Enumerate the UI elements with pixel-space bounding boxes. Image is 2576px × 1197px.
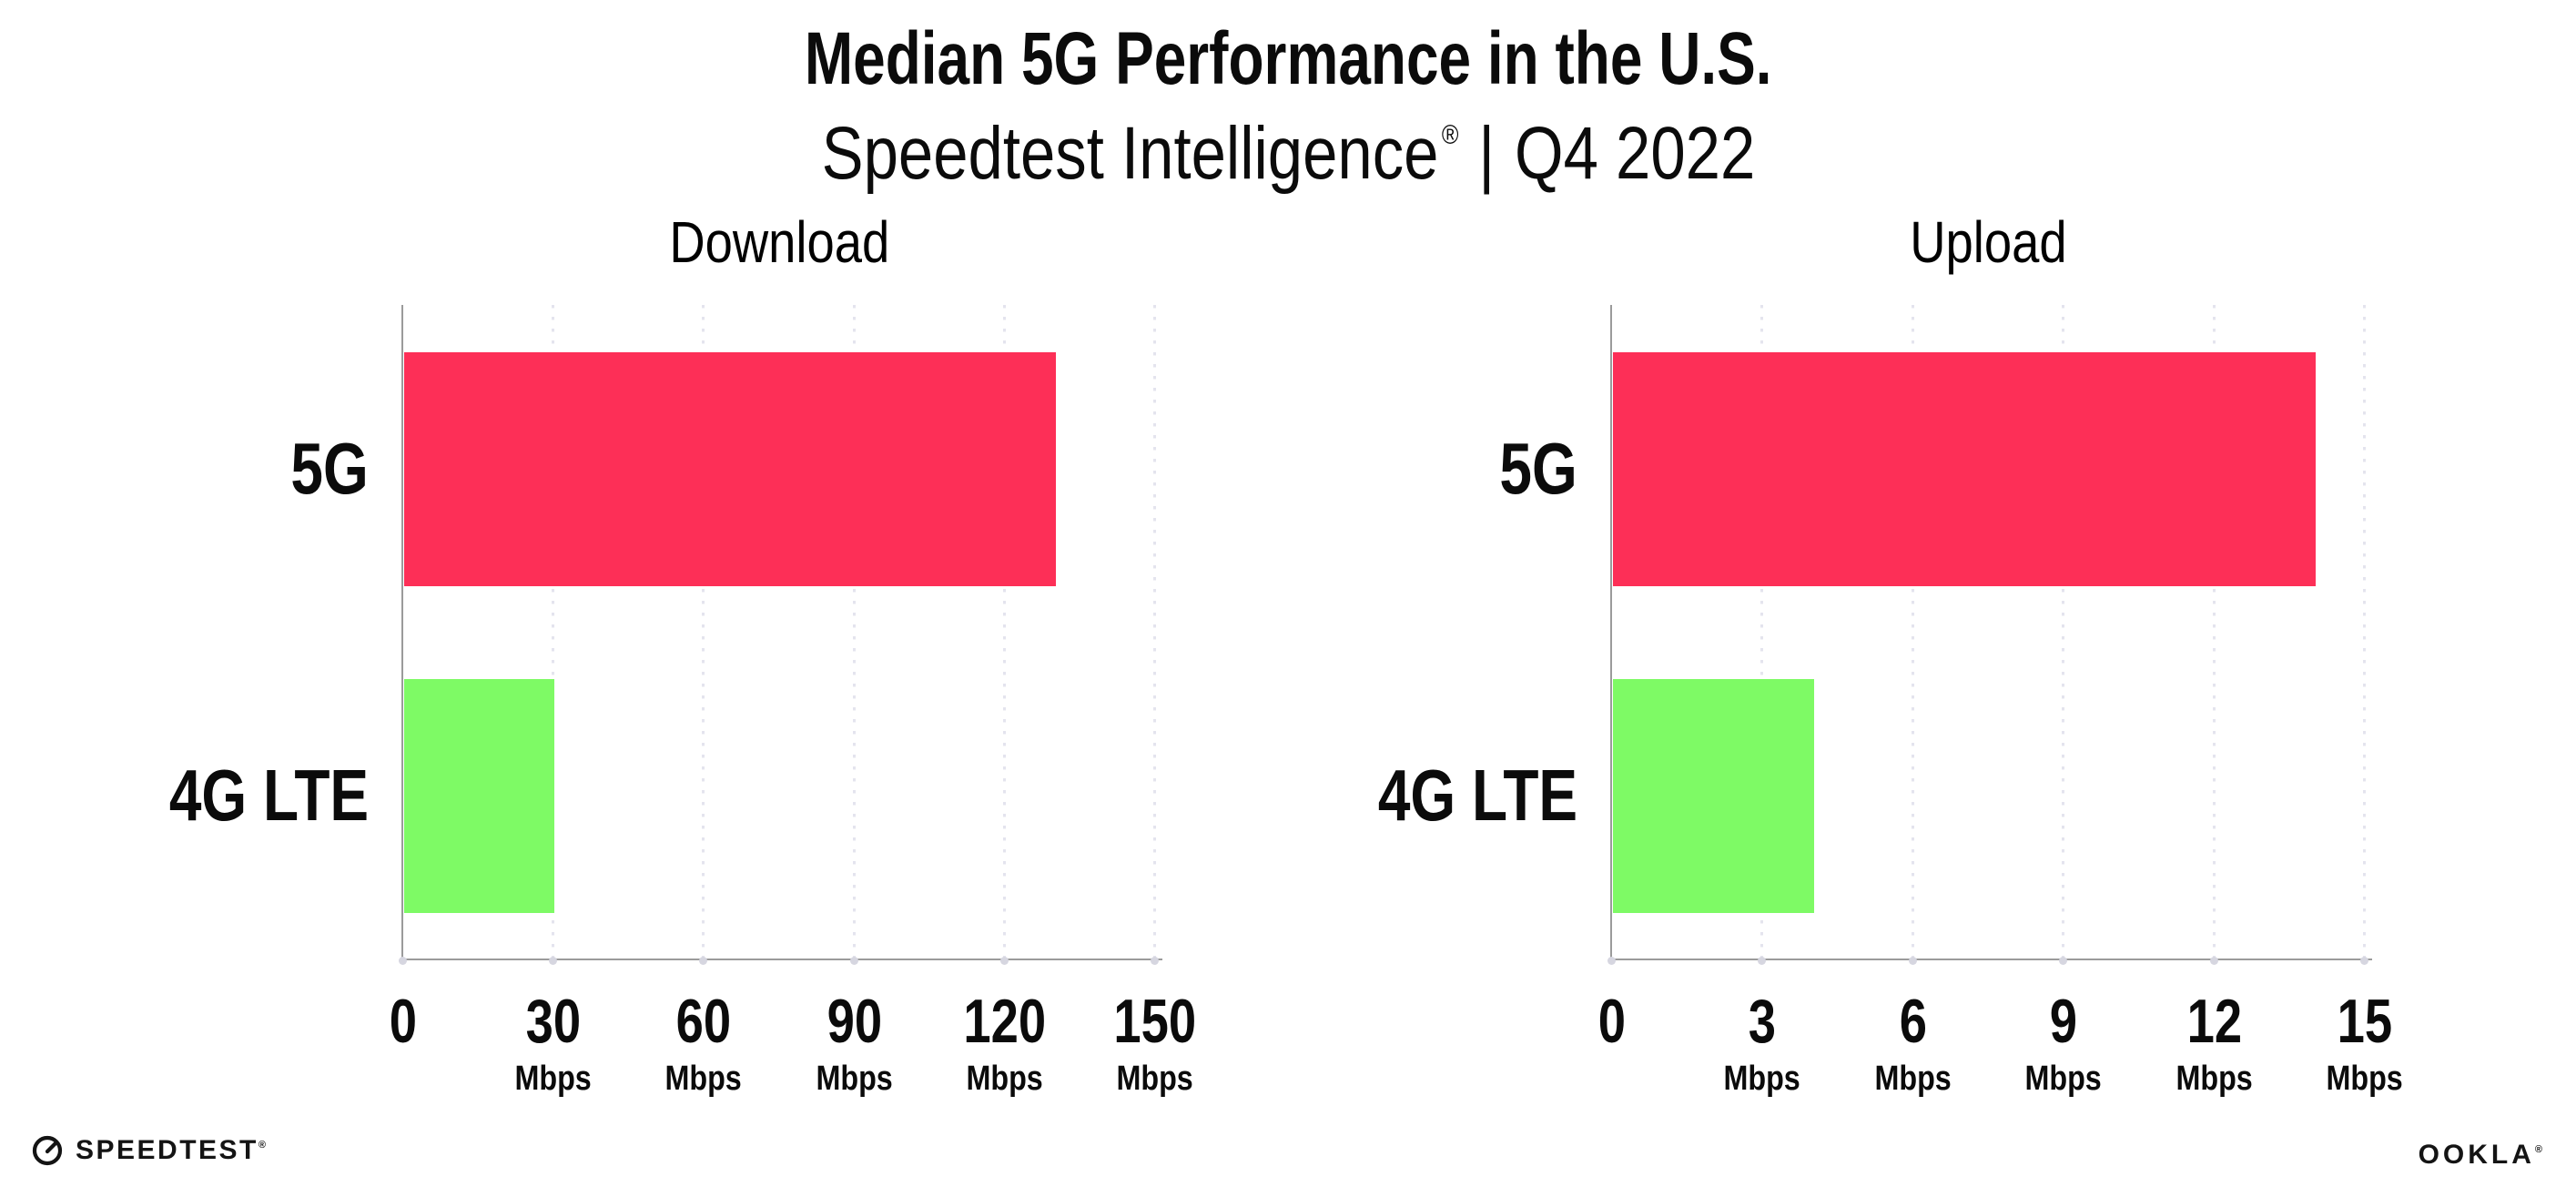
registered-mark-icon: ® xyxy=(258,1140,266,1151)
x-tick-unit-label: Mbps xyxy=(664,1060,743,1098)
tick-mark xyxy=(1758,957,1767,965)
x-tick-label: 150 xyxy=(1113,987,1197,1056)
y-axis-line xyxy=(401,305,403,960)
gridline xyxy=(1911,305,1914,959)
subtitle-brand: Speedtest Intelligence xyxy=(821,112,1439,195)
tick-mark xyxy=(699,957,708,965)
bar-download-4g-lte xyxy=(404,679,555,913)
gridline xyxy=(552,305,555,959)
gridline xyxy=(852,305,856,959)
category-label-5g: 5G xyxy=(290,428,369,509)
tick-mark xyxy=(2209,957,2218,965)
x-tick-unit-label: Mbps xyxy=(2175,1060,2254,1098)
x-tick-label: 30 xyxy=(525,987,582,1056)
ookla-logo: OOKLA® xyxy=(2419,1140,2542,1171)
x-tick-label: 3 xyxy=(1748,987,1777,1056)
x-tick-label: 90 xyxy=(827,987,883,1056)
ookla-wordmark: OOKLA xyxy=(2418,1140,2535,1170)
bar-upload-5g xyxy=(1613,352,2316,586)
speedtest-gauge-icon xyxy=(31,1134,64,1167)
gridline xyxy=(702,305,705,959)
category-label-4g-lte: 4G LTE xyxy=(168,755,369,836)
gridline xyxy=(2363,305,2366,959)
x-tick-label: 9 xyxy=(2049,987,2078,1056)
x-tick-label: 12 xyxy=(2186,987,2243,1056)
tick-mark xyxy=(399,957,407,965)
gridline xyxy=(1002,305,1006,959)
gridline xyxy=(2212,305,2216,959)
tick-mark xyxy=(1607,957,1616,965)
speedtest-logo: SPEEDTEST® xyxy=(31,1134,266,1167)
tick-mark xyxy=(999,957,1009,965)
x-tick-label: 60 xyxy=(675,987,732,1056)
download-chart-title: Download xyxy=(669,209,889,275)
x-tick-unit-label: Mbps xyxy=(2326,1060,2404,1098)
x-tick-unit-label: Mbps xyxy=(514,1060,593,1098)
upload-plot-area xyxy=(1607,305,2372,965)
tick-mark xyxy=(849,957,858,965)
y-axis-line xyxy=(1610,305,1612,960)
x-tick-unit-label: Mbps xyxy=(966,1060,1044,1098)
upload-chart-title: Upload xyxy=(1910,209,2067,275)
x-tick-label: 6 xyxy=(1899,987,1928,1056)
speedtest-wordmark: SPEEDTEST® xyxy=(76,1135,266,1165)
x-axis-line xyxy=(1610,959,2372,960)
tick-mark xyxy=(2059,957,2068,965)
gridline xyxy=(1153,305,1156,959)
tick-mark xyxy=(2360,957,2368,965)
x-tick-unit-label: Mbps xyxy=(2024,1060,2103,1098)
gridline xyxy=(2062,305,2065,959)
x-tick-label: 15 xyxy=(2337,987,2393,1056)
x-tick-label: 120 xyxy=(963,987,1047,1056)
page-title: Median 5G Performance in the U.S. xyxy=(804,17,1772,100)
gridline xyxy=(1760,305,1764,959)
bar-download-5g xyxy=(404,352,1056,586)
bar-upload-4g-lte xyxy=(1613,679,1814,913)
x-tick-unit-label: Mbps xyxy=(1116,1060,1194,1098)
x-tick-label: 0 xyxy=(389,987,418,1056)
page-subtitle: Speedtest Intelligence ® | Q4 2022 xyxy=(0,91,2576,198)
subtitle-separator: | xyxy=(1477,112,1495,195)
subtitle-period: Q4 2022 xyxy=(1514,112,1755,195)
tick-mark xyxy=(1908,957,1917,965)
x-tick-unit-label: Mbps xyxy=(1723,1060,1801,1098)
x-tick-label: 0 xyxy=(1597,987,1627,1056)
registered-mark-icon: ® xyxy=(1441,120,1458,150)
tick-mark xyxy=(1151,957,1159,965)
category-label-4g-lte: 4G LTE xyxy=(1377,755,1577,836)
x-axis-line xyxy=(401,959,1162,960)
category-label-5g: 5G xyxy=(1499,428,1577,509)
registered-mark-icon: ® xyxy=(2534,1144,2542,1155)
x-tick-unit-label: Mbps xyxy=(816,1060,894,1098)
x-tick-unit-label: Mbps xyxy=(1874,1060,1952,1098)
download-plot-area xyxy=(399,305,1162,965)
tick-mark xyxy=(549,957,558,965)
